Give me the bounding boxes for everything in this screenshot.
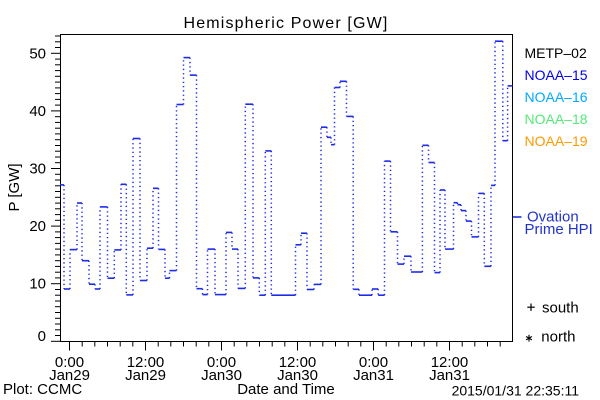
svg-text:north: north [541,328,575,345]
svg-text:12:00: 12:00 [127,354,165,371]
svg-text:0:00: 0:00 [55,354,84,371]
svg-text:Ovation: Ovation [527,209,579,226]
svg-text:Jan31: Jan31 [429,367,470,384]
svg-text:NOAA–18: NOAA–18 [525,111,588,127]
svg-text:2015/01/31 22:35:11: 2015/01/31 22:35:11 [452,383,580,399]
svg-text:0:00: 0:00 [359,354,388,371]
svg-text:NOAA–19: NOAA–19 [525,133,588,149]
svg-text:0:00: 0:00 [207,354,236,371]
svg-text:Jan29: Jan29 [49,367,90,384]
svg-text:10: 10 [29,276,46,293]
svg-text:NOAA–16: NOAA–16 [525,89,588,105]
svg-text:Jan29: Jan29 [125,367,166,384]
svg-text:Jan31: Jan31 [353,367,394,384]
svg-text:12:00: 12:00 [431,354,469,371]
svg-text:0: 0 [38,328,46,345]
svg-text:50: 50 [29,45,46,62]
svg-text:Plot: CCMC: Plot: CCMC [3,381,82,398]
svg-text:METP–02: METP–02 [525,45,587,61]
svg-text:Jan30: Jan30 [201,367,242,384]
svg-text:Hemispheric Power [GW]: Hemispheric Power [GW] [184,15,389,32]
svg-text:P [GW]: P [GW] [6,163,23,211]
svg-text:Jan30: Jan30 [277,367,318,384]
svg-text:south: south [542,300,579,317]
svg-text:Date and Time: Date and Time [237,381,335,398]
svg-text:30: 30 [29,161,46,178]
svg-text:40: 40 [29,103,46,120]
svg-text:12:00: 12:00 [279,354,317,371]
svg-text:Prime HPI: Prime HPI [525,221,593,238]
svg-text:NOAA–15: NOAA–15 [525,67,588,83]
svg-text:20: 20 [29,218,46,235]
